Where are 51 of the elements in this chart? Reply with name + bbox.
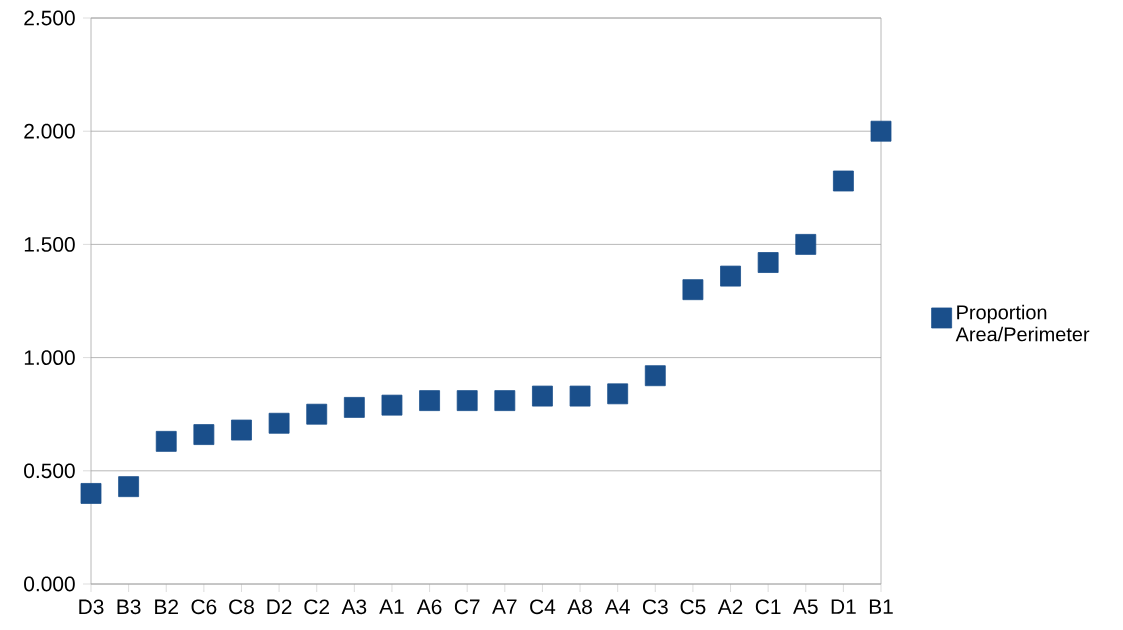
y-tick-label: 0.000 [24, 576, 75, 592]
y-tick-label: 2.000 [24, 123, 75, 139]
x-tick-label: A3 [341, 599, 367, 615]
x-tick-label: C8 [229, 599, 254, 615]
point [419, 390, 440, 412]
x-tick-label: C4 [530, 599, 556, 615]
point [343, 397, 365, 418]
point [720, 265, 741, 287]
x-tick-label: A7 [492, 599, 517, 614]
x-tick-label: B1 [869, 599, 893, 614]
point [381, 394, 403, 416]
point [569, 385, 591, 407]
point [118, 476, 140, 498]
x-tick-label: C1 [755, 599, 781, 615]
x-tick-label: C2 [304, 599, 330, 615]
x-tick-label: A6 [416, 599, 442, 615]
point [80, 483, 102, 504]
point [644, 365, 666, 387]
point [306, 403, 328, 425]
x-tick-label: D1 [831, 599, 856, 614]
y-tick-label: 1.500 [24, 237, 75, 252]
x-tick-label: C5 [680, 599, 706, 615]
x-tick-label: B3 [117, 599, 141, 615]
y-tick-label: 2.500 [24, 10, 75, 26]
x-tick-label: D2 [267, 599, 292, 614]
point [832, 170, 854, 192]
point [231, 419, 252, 441]
x-tick-label: A2 [717, 599, 743, 614]
legend-label: Proportion Area/Perimeter [955, 304, 1090, 342]
y-tick-label: 1.000 [24, 350, 75, 366]
point [456, 390, 478, 412]
x-tick-label: A5 [793, 599, 818, 614]
point [870, 120, 892, 142]
point [607, 383, 629, 405]
point [155, 430, 177, 452]
x-tick-label: C6 [191, 599, 217, 615]
point [494, 390, 516, 412]
point [268, 412, 290, 434]
point [193, 424, 215, 445]
point [532, 385, 553, 407]
x-tick-label: D3 [79, 599, 104, 615]
point [757, 252, 779, 273]
x-tick-label: A1 [379, 599, 404, 614]
x-tick-label: C7 [454, 599, 480, 615]
x-tick-label: A8 [567, 599, 592, 615]
x-tick-label: B2 [155, 599, 178, 614]
x-tick-label: C3 [642, 599, 668, 615]
point [795, 234, 817, 255]
point [682, 279, 704, 301]
y-tick-label: 0.500 [24, 463, 75, 479]
x-tick-label: A4 [604, 599, 630, 614]
